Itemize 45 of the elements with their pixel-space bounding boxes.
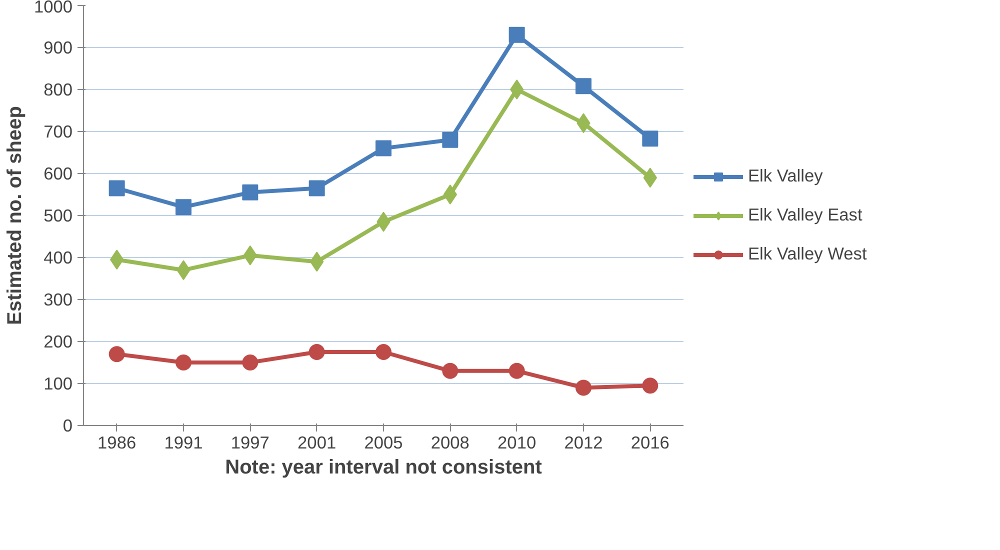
legend-label: Elk Valley West [748, 244, 867, 264]
x-tick-label: 2012 [564, 432, 603, 452]
x-tick-label: 2005 [364, 432, 403, 452]
x-tick-label: 1986 [98, 432, 136, 452]
point [108, 346, 125, 362]
point [176, 354, 192, 370]
point [376, 140, 392, 156]
point [308, 180, 325, 196]
x-axis-title: Note: year interval not consistent [225, 456, 542, 478]
x-tick-label: 2016 [630, 432, 670, 452]
point [642, 378, 658, 394]
point [642, 130, 658, 147]
point [376, 344, 392, 360]
point [308, 344, 325, 360]
x-tick-label: 1997 [230, 432, 270, 452]
y-tick-label: 600 [44, 164, 73, 184]
point [176, 199, 192, 216]
legend-label: Elk Valley East [748, 204, 862, 226]
point [576, 78, 592, 94]
y-tick-label: 800 [44, 80, 73, 100]
y-tick-label: 900 [44, 38, 73, 58]
y-tick-label: 300 [44, 290, 73, 310]
legend-label: Elk Valley [748, 166, 823, 186]
x-tick-label: 2010 [498, 432, 536, 452]
point [242, 354, 258, 370]
x-tick-label: 2008 [430, 432, 470, 452]
point [108, 180, 125, 196]
y-tick-label: 100 [44, 374, 73, 394]
y-tick-label: 200 [44, 332, 73, 352]
y-tick-label: 1000 [34, 0, 73, 16]
point [242, 184, 258, 200]
y-tick-label: 500 [44, 206, 73, 226]
y-tick-label: 400 [44, 248, 73, 268]
point [508, 362, 525, 379]
x-tick-label: 1991 [164, 432, 203, 452]
y-axis-title: Estimated no. of sheep [4, 106, 26, 325]
point [442, 132, 458, 148]
y-tick-label: 0 [62, 416, 73, 436]
point [576, 380, 592, 396]
point [442, 362, 458, 379]
point [510, 80, 524, 100]
point [443, 184, 457, 204]
point [508, 26, 525, 43]
x-tick-label: 2001 [298, 432, 336, 452]
y-tick-label: 700 [44, 122, 73, 142]
